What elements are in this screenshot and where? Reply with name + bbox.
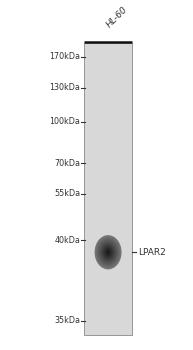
Text: 130kDa: 130kDa bbox=[49, 83, 80, 92]
Text: 35kDa: 35kDa bbox=[54, 316, 80, 326]
Ellipse shape bbox=[95, 236, 121, 268]
Ellipse shape bbox=[107, 250, 110, 254]
Bar bbox=[84, 43, 132, 335]
Text: HL-60: HL-60 bbox=[105, 5, 129, 29]
Ellipse shape bbox=[98, 240, 118, 265]
Ellipse shape bbox=[100, 242, 116, 263]
Ellipse shape bbox=[98, 239, 119, 266]
Ellipse shape bbox=[97, 238, 119, 267]
Text: 55kDa: 55kDa bbox=[54, 189, 80, 198]
Text: 170kDa: 170kDa bbox=[49, 52, 80, 61]
Text: 100kDa: 100kDa bbox=[49, 118, 80, 126]
Ellipse shape bbox=[105, 248, 111, 256]
Ellipse shape bbox=[96, 237, 120, 267]
Ellipse shape bbox=[101, 243, 116, 262]
Ellipse shape bbox=[104, 247, 112, 257]
Ellipse shape bbox=[104, 246, 113, 258]
Ellipse shape bbox=[99, 241, 117, 264]
Ellipse shape bbox=[101, 244, 115, 261]
Text: 70kDa: 70kDa bbox=[54, 159, 80, 168]
Ellipse shape bbox=[106, 250, 110, 255]
Ellipse shape bbox=[102, 245, 114, 260]
Ellipse shape bbox=[103, 246, 113, 259]
Ellipse shape bbox=[95, 235, 122, 270]
Ellipse shape bbox=[107, 251, 109, 253]
Text: 40kDa: 40kDa bbox=[54, 236, 80, 245]
Text: LPAR2: LPAR2 bbox=[138, 248, 166, 257]
